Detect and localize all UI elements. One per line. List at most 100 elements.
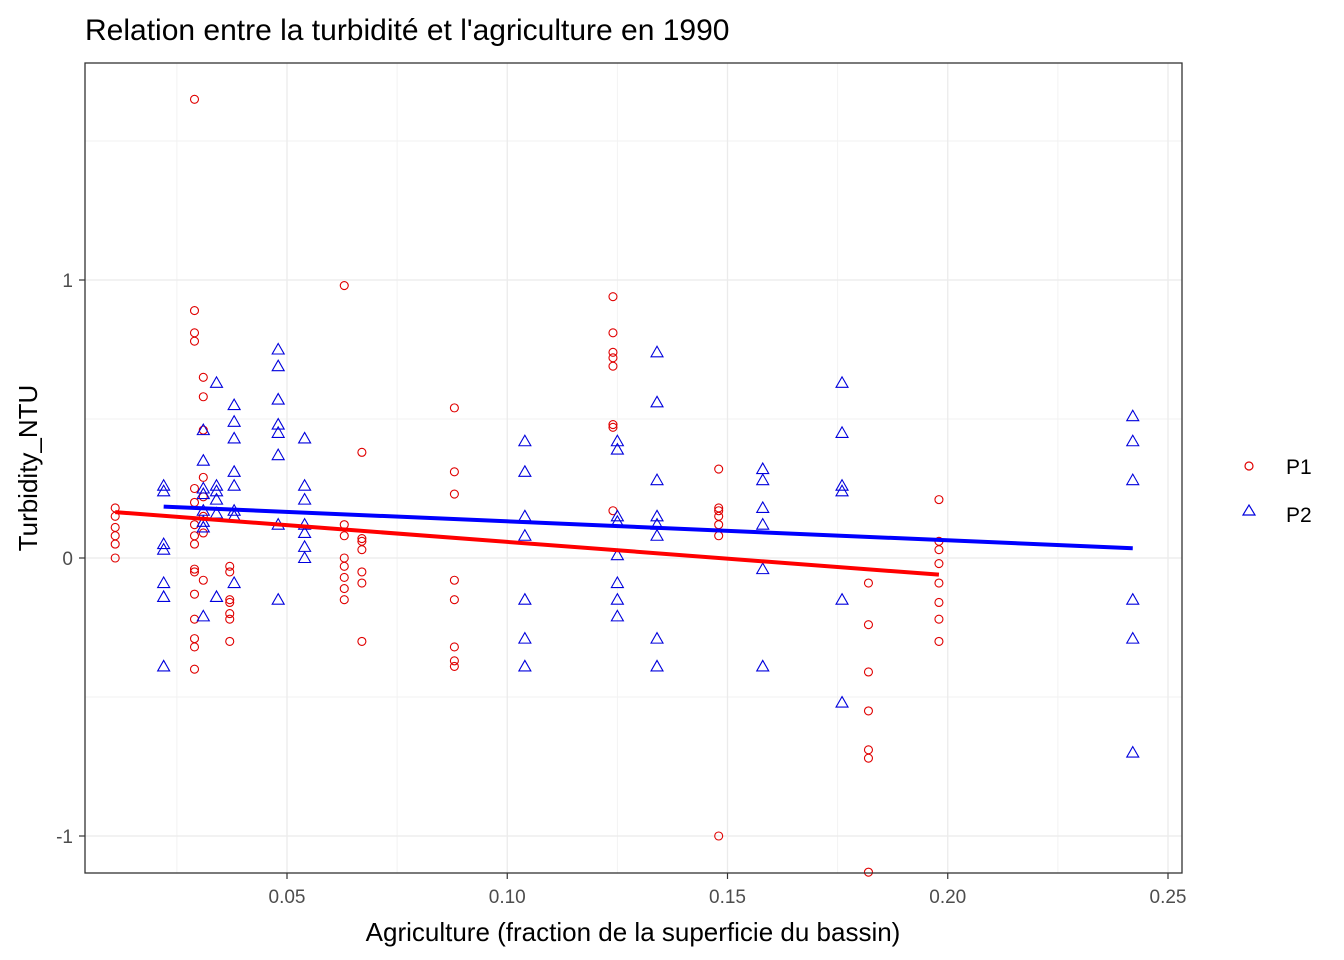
data-point-p2 [517, 631, 532, 644]
data-point-p1 [357, 578, 367, 588]
data-point-p1 [608, 328, 618, 338]
data-point-p2 [610, 509, 625, 522]
data-point-p2 [755, 473, 770, 486]
data-point-p2 [1125, 745, 1140, 758]
data-point-p1 [357, 545, 367, 555]
trend-line-p1 [115, 510, 940, 577]
data-point-p2 [156, 589, 171, 602]
x-tick-label: 0.20 [929, 887, 966, 908]
data-point-p2 [610, 609, 625, 622]
data-point-p1 [198, 575, 208, 585]
data-point-p1 [608, 422, 618, 432]
data-point-p2 [209, 375, 224, 388]
panel-border [84, 62, 1183, 874]
data-point-p1 [339, 281, 349, 291]
data-point-p2 [209, 492, 224, 505]
legend: P1 P2 [1241, 456, 1312, 527]
data-point-p1 [339, 595, 349, 605]
data-point-p1 [608, 361, 618, 371]
data-point-p2 [196, 514, 211, 527]
data-point-p1 [225, 561, 235, 571]
x-tick-label: 0.05 [269, 887, 306, 908]
data-point-p2 [610, 442, 625, 455]
data-point-p2 [209, 478, 224, 491]
data-point-p2 [650, 509, 664, 522]
data-point-p1 [189, 539, 200, 549]
data-point-p2 [227, 464, 242, 477]
data-point-p1 [863, 578, 874, 588]
legend-key-p1-circle [1244, 461, 1254, 471]
data-point-p2 [835, 695, 849, 708]
data-point-p1 [934, 578, 944, 588]
data-point-p2 [650, 631, 664, 644]
x-tick-label: 0.25 [1150, 887, 1187, 908]
data-point-p1 [608, 420, 618, 430]
data-point-p1 [225, 597, 235, 608]
data-point-p2 [1125, 473, 1140, 486]
data-point-p1 [714, 531, 724, 541]
data-point-p1 [608, 347, 618, 357]
data-point-p1 [863, 667, 874, 677]
data-point-p2 [755, 659, 770, 672]
data-point-p2 [271, 448, 286, 461]
data-point-p1 [449, 489, 459, 499]
data-point-p2 [297, 478, 312, 491]
data-point-p1 [110, 539, 120, 549]
data-point-p1 [449, 661, 459, 671]
data-point-p2 [1125, 592, 1140, 605]
data-point-p2 [610, 592, 625, 605]
data-point-p1 [714, 511, 724, 521]
data-point-p1 [449, 642, 459, 652]
data-point-p2 [297, 550, 312, 564]
data-point-p2 [755, 562, 770, 575]
data-point-p2 [271, 592, 286, 605]
data-point-p1 [449, 403, 459, 413]
data-point-p2 [517, 464, 532, 477]
data-point-p2 [297, 539, 312, 552]
data-point-p1 [189, 328, 200, 338]
data-point-p1 [198, 472, 208, 482]
data-point-p1 [934, 614, 944, 624]
data-point-p2 [517, 509, 532, 522]
data-point-p2 [650, 395, 664, 408]
data-point-p2 [297, 431, 312, 444]
data-point-p2 [271, 359, 286, 372]
data-point-p1 [198, 372, 208, 382]
y-axis-ticks: -1 0 1 [56, 271, 85, 848]
data-point-p2 [271, 342, 286, 355]
data-point-p1 [934, 636, 944, 646]
y-tick-label: 1 [62, 271, 73, 292]
data-point-p1 [189, 589, 200, 599]
data-point-p1 [863, 867, 874, 877]
data-point-p1 [863, 620, 874, 630]
data-point-p1 [189, 306, 200, 316]
data-point-p2 [650, 473, 664, 486]
legend-key-p2-triangle [1241, 503, 1257, 516]
data-point-p2 [835, 592, 849, 605]
data-point-p1 [198, 528, 208, 538]
data-point-p1 [189, 614, 200, 624]
data-point-p2 [227, 478, 242, 491]
data-point-p2 [650, 345, 664, 358]
data-point-p1 [189, 564, 200, 574]
legend-label-p2: P2 [1286, 504, 1312, 527]
data-point-p2 [196, 453, 211, 466]
legend-label-p1: P1 [1286, 456, 1312, 479]
data-point-p2 [835, 478, 849, 491]
data-point-p2 [156, 659, 171, 672]
data-point-p1 [934, 559, 944, 569]
data-point-p1 [189, 642, 200, 652]
data-point-p1 [110, 553, 120, 563]
data-point-p2 [227, 431, 242, 444]
data-point-p1 [189, 664, 200, 674]
data-point-p1 [357, 567, 367, 577]
data-point-p1 [189, 634, 200, 644]
data-point-p2 [156, 575, 171, 589]
data-point-p2 [650, 659, 664, 672]
data-point-p2 [755, 500, 770, 514]
data-point-p1 [110, 531, 120, 541]
data-point-p1 [339, 572, 349, 583]
y-axis-title: Turbidity_NTU [13, 385, 43, 552]
data-point-p2 [156, 542, 171, 555]
